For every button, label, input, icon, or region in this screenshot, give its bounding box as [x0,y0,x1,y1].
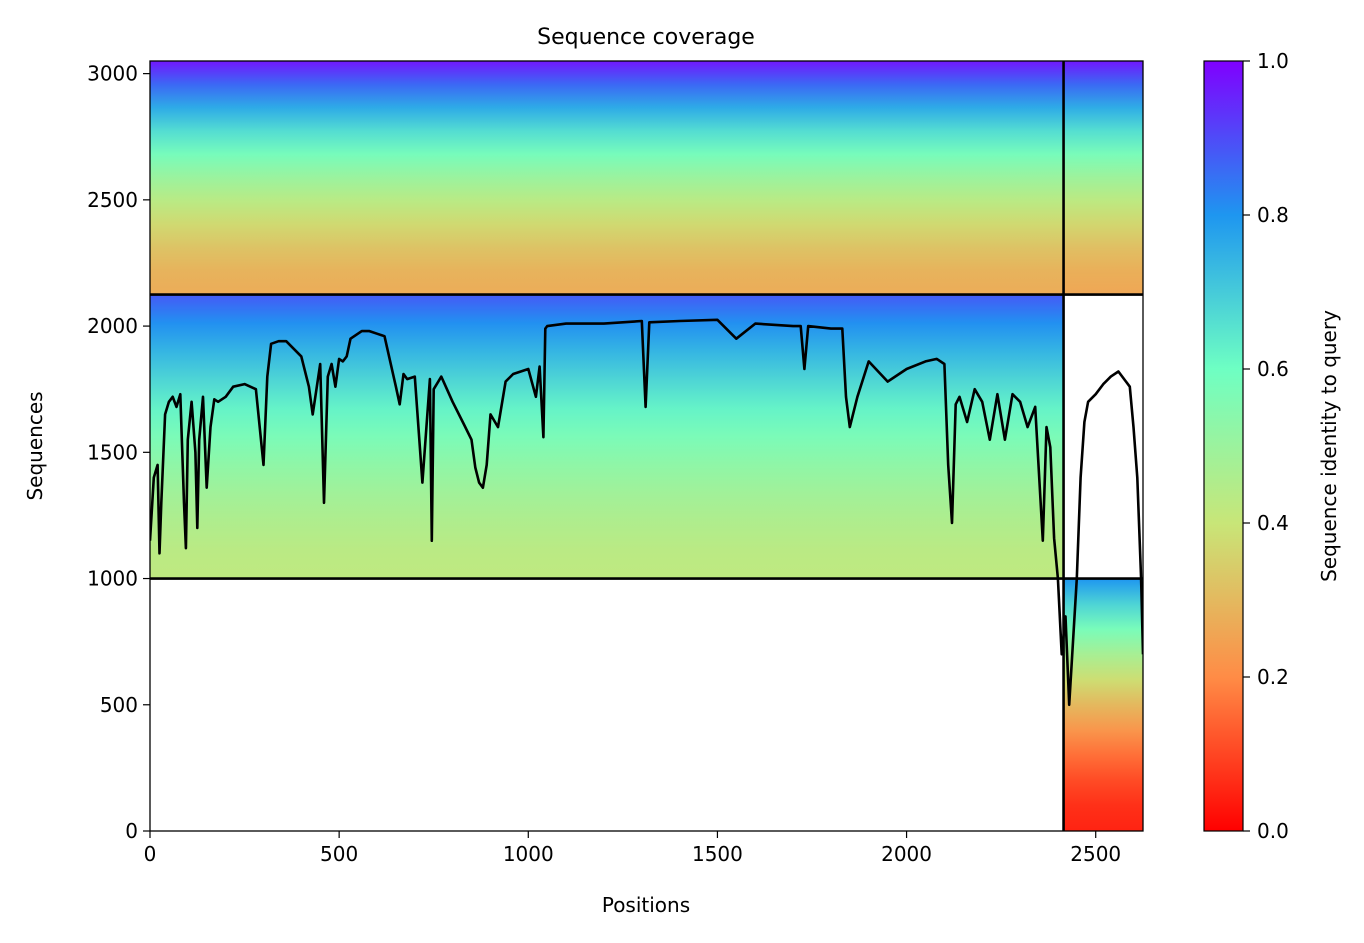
x-tick-label: 1000 [503,842,554,866]
coverage-block [1063,578,1143,831]
x-tick-label: 0 [144,842,157,866]
y-tick-label: 0 [125,819,138,843]
colorbar-tick-label: 0.8 [1257,203,1289,227]
coverage-block [150,294,1064,579]
x-axis-label: Positions [602,893,690,917]
x-tick-label: 2500 [1070,842,1121,866]
coverage-line [150,318,1143,707]
chart-title: Sequence coverage [537,25,755,50]
colorbar-tick-label: 0.6 [1257,357,1289,381]
x-tick-label: 1500 [692,842,743,866]
colorbar-ticks: 0.0 0.2 0.4 0.6 0.8 1.0 [1243,49,1289,843]
colorbar-tick-label: 0.4 [1257,511,1289,535]
y-axis-ticks: 0 500 1000 1500 2000 2500 3000 [87,62,150,843]
y-tick-label: 500 [100,693,138,717]
plot-frame [149,60,1144,832]
coverage-line-group [150,318,1143,707]
colorbar-tick-label: 1.0 [1257,49,1289,73]
colorbar [1203,60,1244,832]
y-tick-label: 1500 [87,440,138,464]
y-tick-label: 2000 [87,314,138,338]
y-tick-label: 1000 [87,567,138,591]
coverage-block [1063,61,1143,295]
x-axis-ticks: 0 500 1000 1500 2000 2500 [144,831,1121,866]
y-axis-label: Sequences [23,391,47,500]
colorbar-tick-label: 0.2 [1257,665,1289,689]
colorbar-tick-label: 0.0 [1257,819,1289,843]
x-tick-label: 500 [320,842,358,866]
colorbar-label: Sequence identity to query [1317,310,1341,582]
x-tick-label: 2000 [881,842,932,866]
coverage-blocks [150,61,1143,831]
coverage-block [150,61,1064,295]
y-tick-label: 2500 [87,188,138,212]
y-tick-label: 3000 [87,62,138,86]
block-dividers [150,61,1143,831]
